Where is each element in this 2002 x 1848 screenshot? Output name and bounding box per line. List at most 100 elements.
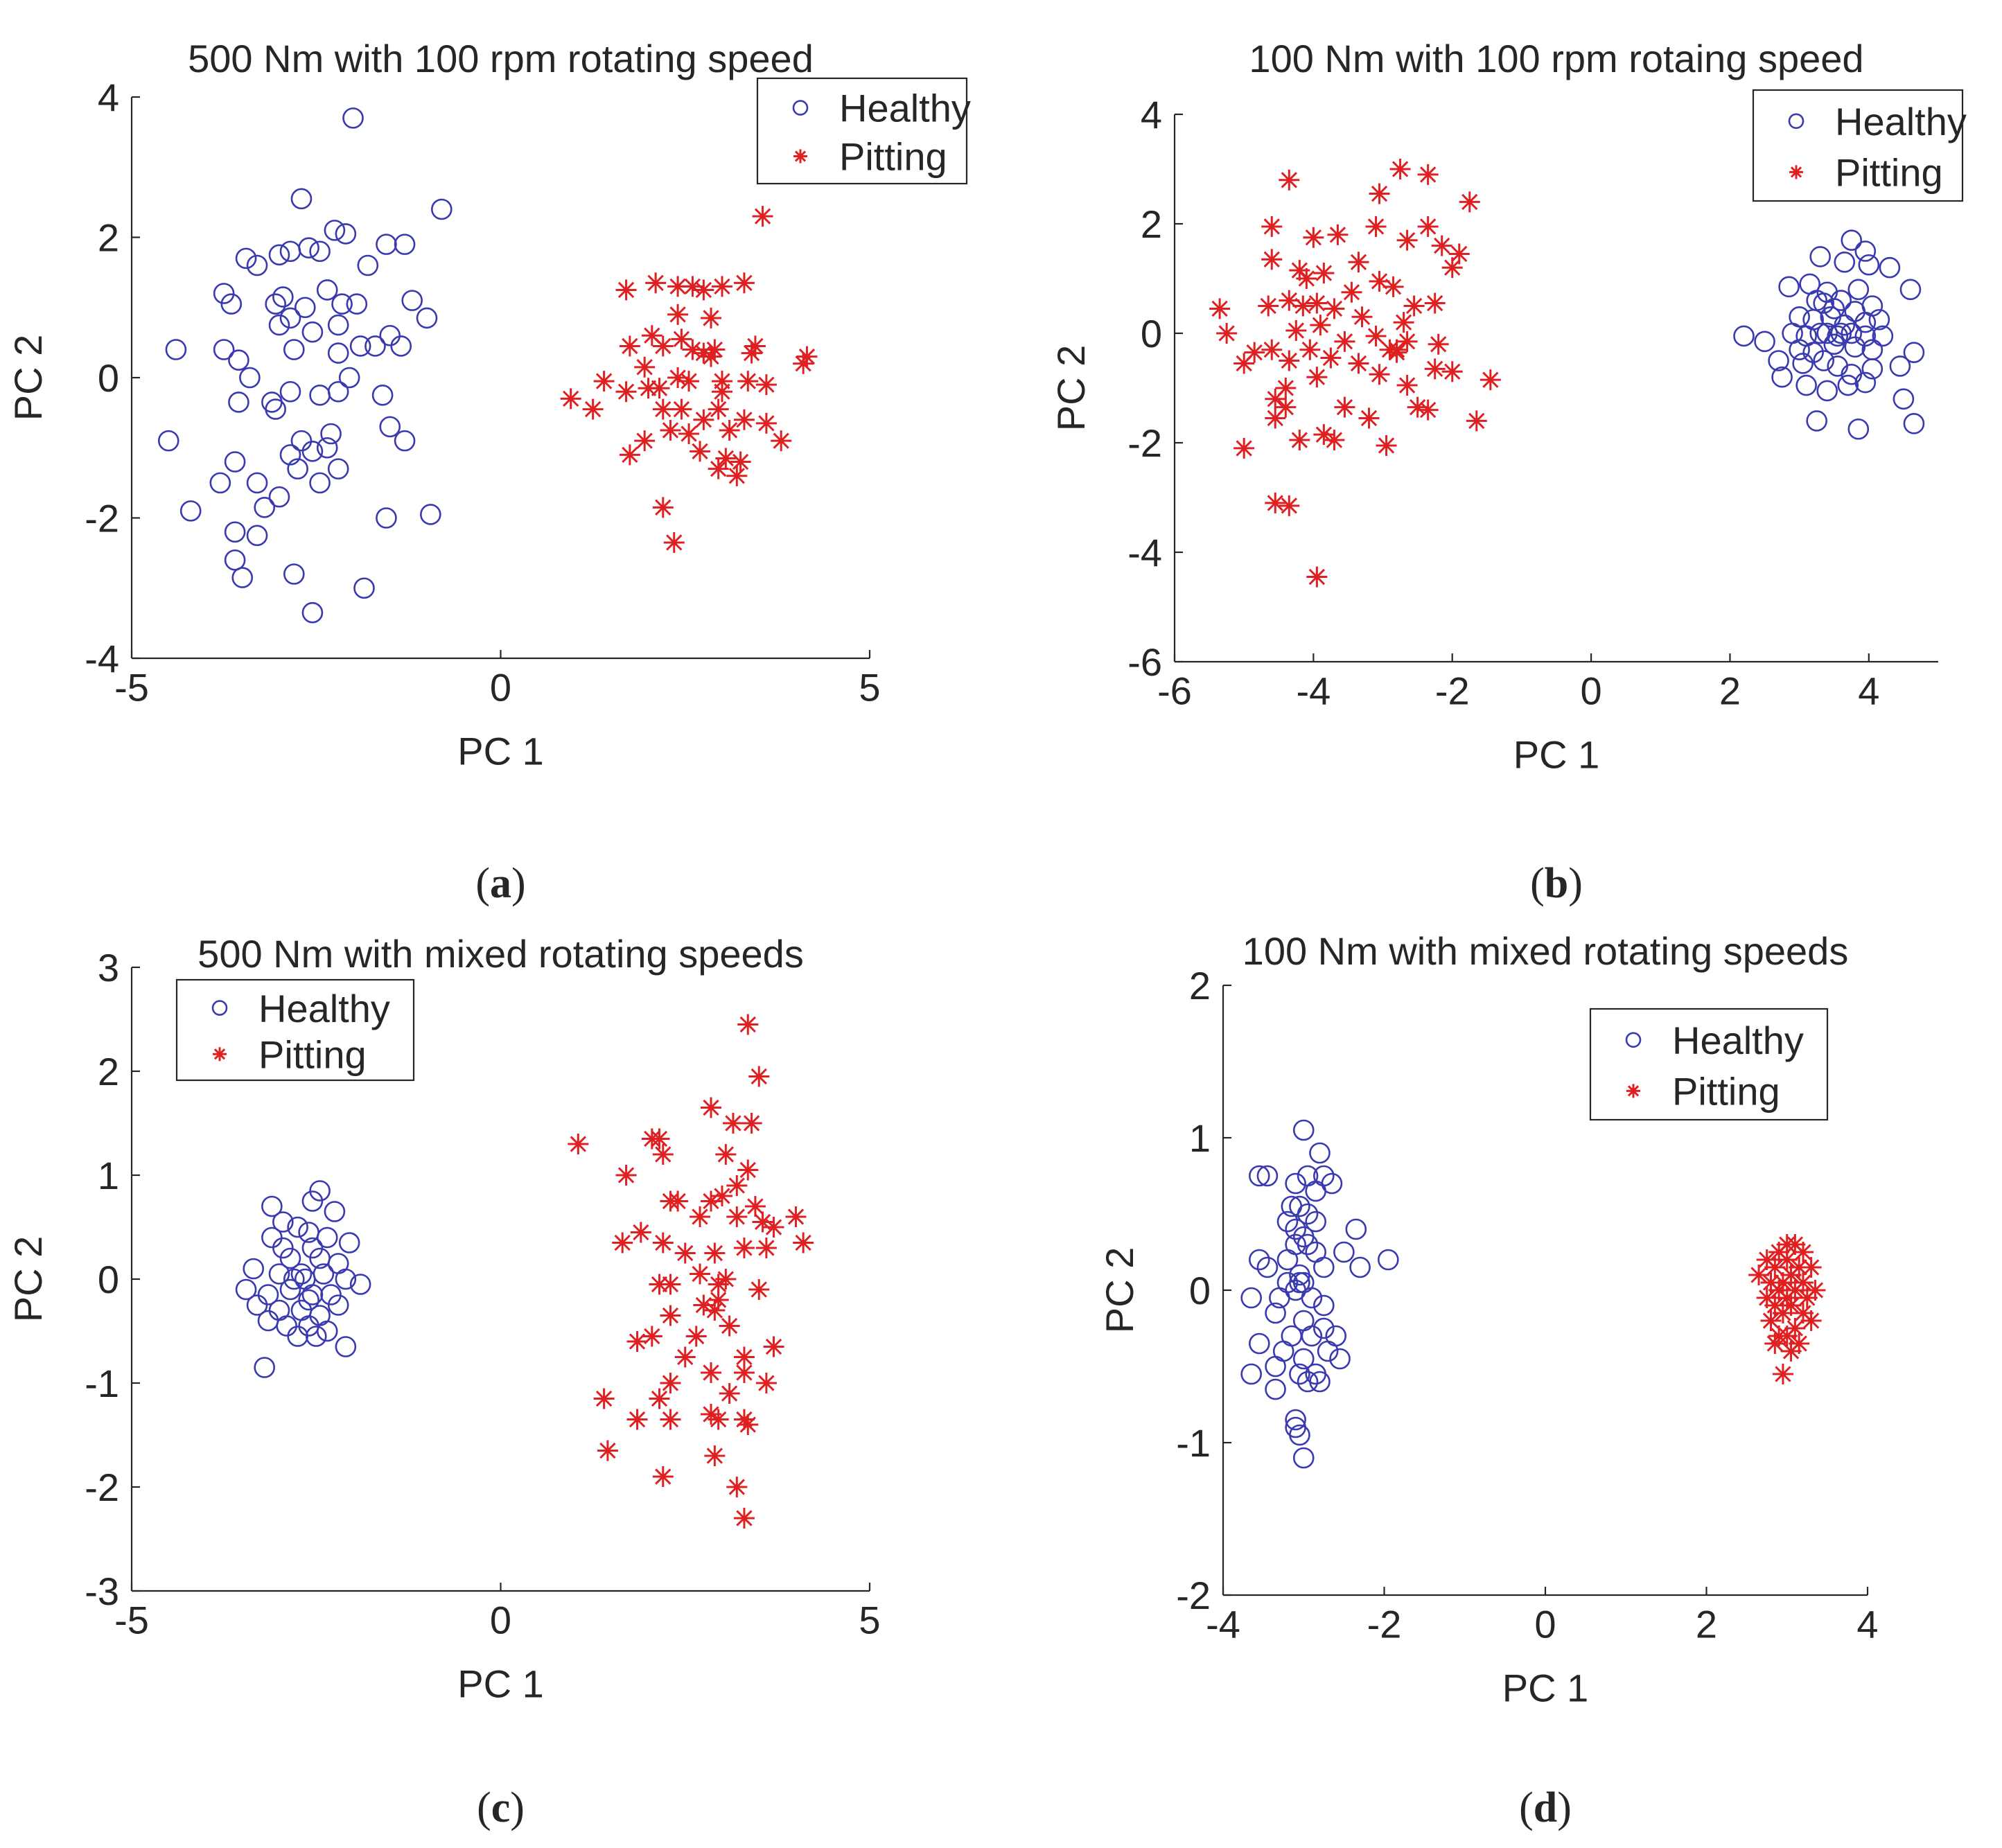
y-tick-label: -1 [85,1362,119,1405]
data-point-pitting [712,1186,732,1206]
legend: Healthy Pitting [1589,1007,1829,1121]
data-point-pitting [685,1326,707,1347]
data-point-healthy [379,324,401,346]
y-tick-label: 2 [1189,964,1211,1007]
data-point-healthy [1903,342,1925,363]
data-point-healthy [1256,1165,1279,1187]
x-tick-label: 2 [1719,669,1741,713]
data-point-healthy [298,1222,319,1243]
data-point-pitting [1428,333,1449,355]
data-point-pitting [693,1294,714,1316]
legend-marker-healthy [1788,113,1805,130]
legend-marker-pitting [793,149,807,164]
x-tick-label: 0 [1581,669,1602,713]
data-point-healthy [165,339,187,360]
legend-box [175,978,415,1082]
data-point-healthy [279,444,301,466]
data-point-pitting [785,1206,807,1227]
x-axis-label: PC 1 [457,1662,544,1706]
data-point-healthy [1854,371,1877,394]
data-point-pitting [733,272,755,294]
data-point-pitting [701,307,722,328]
data-point-healthy [246,525,268,547]
data-point-healthy [1854,311,1877,333]
data-point-healthy [283,1268,305,1290]
data-point-healthy [246,254,268,276]
scatter-plot-c: 500 Nm with mixed rotating speeds -5 0 5 -3 -… [6,932,881,1831]
y-tick-label: -2 [85,497,119,540]
data-point-pitting [663,531,685,553]
legend: Healthy Pitting [1752,89,1967,202]
data-point-pitting [737,1414,759,1435]
data-point-pitting [763,1217,784,1238]
data-point-healthy [1265,1355,1286,1378]
y-tick-label: 1 [98,1154,119,1197]
data-point-healthy [1872,325,1894,347]
data-point-pitting [755,374,777,396]
data-point-pitting [1376,434,1397,456]
chart-panel-a: 500 Nm with 100 rpm rotating speed -5 0 5 -4… [0,0,1001,924]
data-point-pitting [615,1165,637,1186]
data-point-healthy [1269,1287,1290,1309]
y-tick-label: 0 [98,356,119,400]
data-point-healthy [1771,366,1793,388]
data-point-healthy [309,240,331,263]
data-point-pitting [1417,215,1439,237]
data-point-healthy [394,234,416,255]
data-point-healthy [1249,1332,1270,1355]
data-point-pitting [1265,492,1286,513]
data-point-pitting [1389,159,1411,179]
data-point-pitting [1209,298,1231,319]
data-point-pitting [1417,164,1439,185]
data-point-pitting [712,276,732,297]
data-point-healthy [1285,1233,1306,1256]
data-point-pitting [737,371,759,392]
data-point-pitting [1772,1364,1793,1384]
data-point-pitting [715,1144,737,1165]
data-point-healthy [1289,1195,1310,1217]
data-point-healthy [1305,1241,1326,1263]
data-point-healthy [365,335,386,357]
y-tick-label: -4 [85,637,119,680]
data-point-healthy [1841,363,1863,385]
y-tick-label: 1 [1189,1116,1211,1160]
data-point-pitting [1760,1310,1782,1331]
data-point-healthy [305,1326,327,1347]
y-tick-label: -1 [1176,1421,1211,1465]
data-point-healthy [1305,1211,1326,1233]
data-point-healthy [1292,1348,1315,1370]
data-point-pitting [678,371,700,392]
data-point-healthy [1861,358,1884,380]
data-point-pitting [1466,410,1487,432]
data-point-healthy [1841,322,1863,344]
data-point-pitting [1431,235,1452,256]
data-point-healthy [1249,1165,1270,1187]
data-point-healthy [1841,229,1863,252]
data-point-pitting [690,1206,711,1227]
data-point-healthy [1813,350,1834,371]
data-point-pitting [1351,306,1373,328]
data-point-healthy [1276,1211,1299,1233]
data-point-pitting [1303,227,1324,248]
data-point-pitting [619,335,640,357]
data-point-pitting [1358,407,1380,429]
data-point-healthy [1813,292,1834,314]
data-point-healthy [1285,1218,1306,1240]
legend-marker-pitting [213,1047,227,1062]
data-point-healthy [228,391,249,413]
data-point-healthy [1313,1317,1335,1339]
data-point-pitting [748,1066,770,1087]
data-point-pitting [708,458,729,479]
data-point-pitting [1258,295,1279,317]
data-point-pitting [737,1014,759,1035]
data-point-pitting [744,335,766,357]
data-point-healthy [1893,388,1915,410]
data-point-healthy [279,1278,301,1301]
data-point-healthy [335,223,357,245]
data-point-pitting [1407,396,1428,418]
data-point-pitting [619,444,640,466]
panel-caption: (b) [1530,860,1583,907]
data-point-healthy [1795,374,1817,396]
data-point-pitting [649,1128,670,1150]
data-point-healthy [1816,322,1838,344]
